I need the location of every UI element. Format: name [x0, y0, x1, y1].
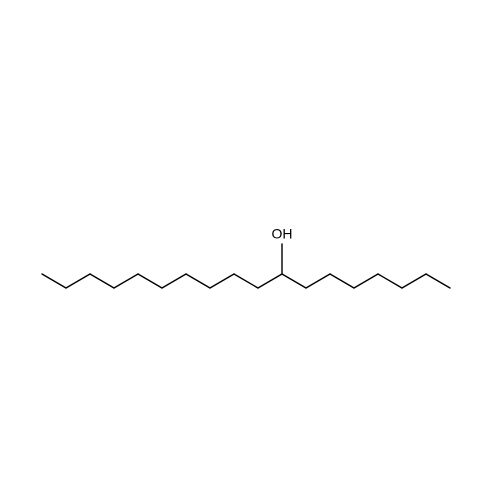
bond	[354, 274, 378, 288]
bond	[210, 274, 234, 288]
bond	[66, 274, 90, 288]
bond	[90, 274, 114, 288]
bond	[258, 274, 282, 288]
bond	[114, 274, 138, 288]
hydroxyl-label: OH	[272, 226, 293, 242]
bond-group	[42, 244, 450, 288]
bond	[282, 274, 306, 288]
bond	[234, 274, 258, 288]
bond	[378, 274, 402, 288]
bond	[42, 274, 66, 288]
bond	[330, 274, 354, 288]
bond	[306, 274, 330, 288]
bond	[426, 274, 450, 288]
bond	[402, 274, 426, 288]
bond	[186, 274, 210, 288]
bond	[138, 274, 162, 288]
molecule-structure: OH	[0, 0, 500, 500]
bond	[162, 274, 186, 288]
